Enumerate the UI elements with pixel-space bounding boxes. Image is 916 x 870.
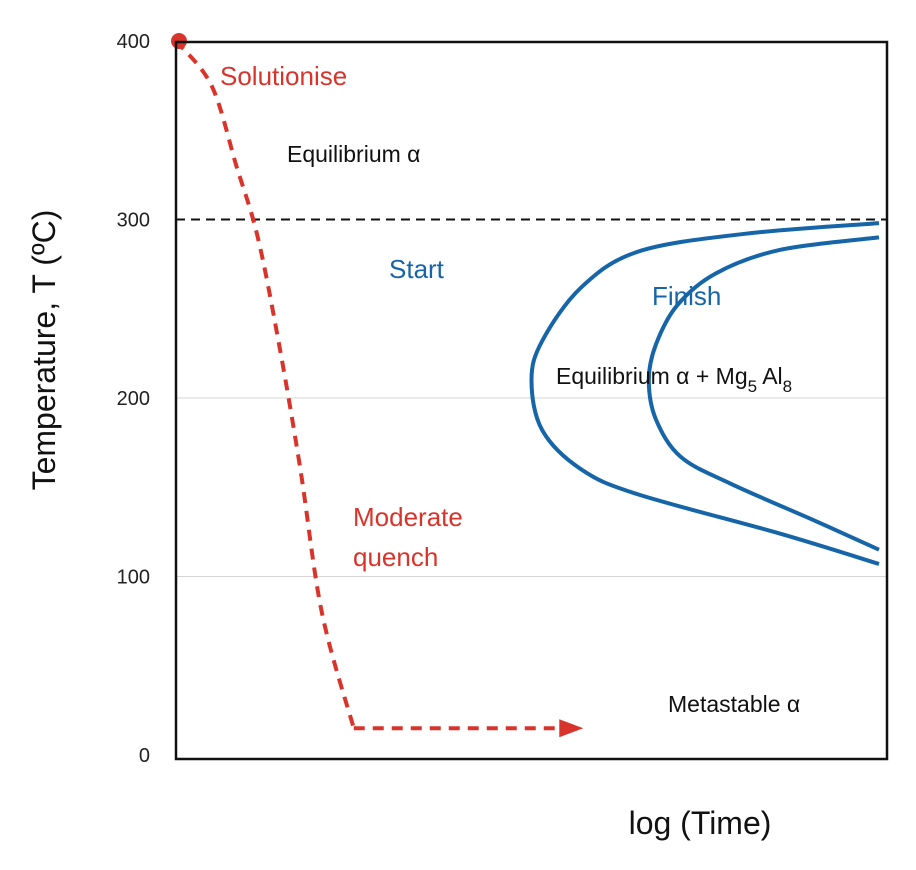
quench-label: quench — [353, 542, 438, 572]
moderate-label: Moderate — [353, 502, 463, 532]
start-curve — [529, 221, 880, 566]
quench-arrowhead — [559, 719, 584, 738]
plot-frame — [174, 40, 889, 761]
metastable-alpha-label: Metastable α — [668, 691, 800, 717]
y-tick-300: 300 — [117, 210, 150, 232]
equilibrium-alpha-label: Equilibrium α — [287, 141, 420, 167]
y-axis-title: Temperature, T (ºC) — [26, 210, 62, 491]
equilibrium-mix-prefix: Equilibrium α + Mg — [556, 363, 748, 389]
start-curve-label: Start — [389, 254, 445, 284]
solutionise-label: Solutionise — [220, 61, 347, 91]
mg-subscript: 5 — [748, 377, 757, 396]
y-tick-labels: 0 100 200 300 400 — [117, 31, 150, 767]
finish-curve-label: Finish — [652, 281, 721, 311]
transformation-curves — [529, 221, 880, 566]
y-tick-200: 200 — [117, 388, 150, 410]
al-subscript: 8 — [783, 377, 792, 396]
x-axis-title: log (Time) — [629, 805, 772, 841]
y-tick-400: 400 — [117, 31, 150, 53]
moderate-quench-curve — [174, 39, 356, 729]
equilibrium-mix-label: Equilibrium α + Mg5 Al8 — [556, 363, 792, 396]
y-tick-100: 100 — [117, 567, 150, 589]
quench-path — [171, 33, 584, 738]
y-tick-0: 0 — [139, 745, 150, 767]
al-text: Al — [757, 363, 783, 389]
finish-curve — [646, 235, 880, 552]
